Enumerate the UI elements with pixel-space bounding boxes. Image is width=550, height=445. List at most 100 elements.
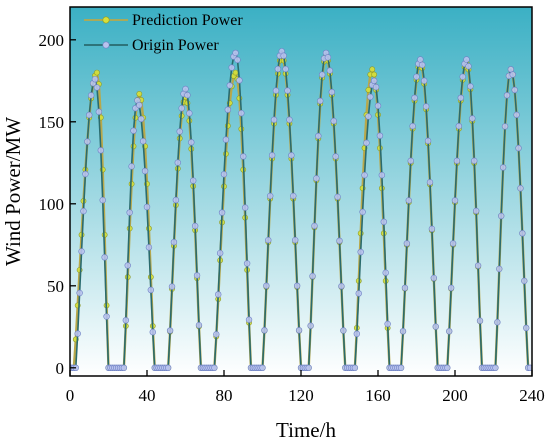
data-point-origin xyxy=(428,225,436,233)
data-point-origin xyxy=(176,128,183,135)
data-point-origin xyxy=(309,272,316,280)
data-point-origin xyxy=(293,282,301,289)
data-point-origin xyxy=(91,75,99,83)
data-point-origin xyxy=(149,328,156,336)
data-point-origin xyxy=(288,152,295,159)
data-point-origin xyxy=(446,328,453,335)
data-point-origin xyxy=(380,218,387,226)
data-point-origin xyxy=(469,115,476,122)
data-point-origin xyxy=(499,164,507,171)
data-point-prediction xyxy=(365,87,372,93)
data-point-origin xyxy=(213,331,220,338)
data-point-origin xyxy=(226,82,233,89)
data-point-origin xyxy=(284,87,291,94)
data-point-origin xyxy=(76,289,83,297)
data-point-origin xyxy=(215,291,222,298)
data-point-origin xyxy=(122,317,130,324)
series-origin xyxy=(70,48,532,371)
data-point-origin xyxy=(521,277,528,285)
data-point-origin xyxy=(168,283,176,290)
data-point-origin xyxy=(191,222,199,230)
data-point-origin xyxy=(357,248,364,256)
data-point-origin xyxy=(241,204,249,211)
data-point-origin xyxy=(526,364,532,371)
data-point-origin xyxy=(282,65,289,73)
data-point-origin xyxy=(243,260,251,267)
data-point-origin xyxy=(501,123,509,130)
data-point-origin xyxy=(330,117,337,125)
data-point-origin xyxy=(353,330,361,338)
data-point-origin xyxy=(397,364,405,371)
data-point-origin xyxy=(186,110,193,117)
data-point-origin xyxy=(170,238,178,246)
data-point-origin xyxy=(120,364,128,371)
x-tick-label: 120 xyxy=(288,386,314,405)
data-point-origin xyxy=(515,144,522,152)
data-point-origin xyxy=(82,170,89,178)
data-point-origin xyxy=(370,77,378,85)
data-point-origin xyxy=(471,157,478,165)
data-point-origin xyxy=(465,63,472,70)
data-point-origin xyxy=(124,262,131,269)
data-point-origin xyxy=(97,147,105,154)
data-point-origin xyxy=(286,116,293,123)
data-point-origin xyxy=(193,272,201,279)
data-point-origin xyxy=(240,153,247,160)
data-point-prediction xyxy=(371,71,378,78)
data-point-origin xyxy=(376,132,384,139)
data-point-origin xyxy=(351,364,359,371)
data-point-origin xyxy=(220,171,228,178)
data-point-origin xyxy=(318,71,326,78)
x-tick-label: 80 xyxy=(216,386,233,405)
data-point-origin xyxy=(305,364,312,371)
data-point-origin xyxy=(232,49,239,57)
data-point-origin xyxy=(363,139,370,147)
data-point-origin xyxy=(292,236,299,244)
data-point-origin xyxy=(419,61,426,69)
data-point-origin xyxy=(332,153,339,160)
data-point-origin xyxy=(326,67,334,74)
data-point-origin xyxy=(95,108,103,115)
data-point-origin xyxy=(78,248,85,255)
data-point-origin xyxy=(178,105,185,112)
x-tick-label: 40 xyxy=(139,386,156,405)
data-point-origin xyxy=(145,244,153,251)
data-point-origin xyxy=(407,157,414,165)
data-point-origin xyxy=(295,327,303,334)
data-point-origin xyxy=(290,192,297,200)
series-line-origin xyxy=(70,50,531,369)
data-point-origin xyxy=(218,209,226,216)
data-point-origin xyxy=(216,249,224,257)
data-point-prediction xyxy=(136,91,143,97)
data-point-prediction xyxy=(232,69,239,76)
data-point-origin xyxy=(143,203,151,211)
data-point-prediction xyxy=(94,69,100,76)
data-point-origin xyxy=(449,240,457,247)
data-point-origin xyxy=(222,136,230,143)
data-point-origin xyxy=(467,83,474,90)
data-point-origin xyxy=(130,127,137,134)
data-point-origin xyxy=(457,94,464,102)
data-point-origin xyxy=(280,52,287,59)
data-point-origin xyxy=(317,97,324,105)
data-point-origin xyxy=(93,84,101,91)
data-point-origin xyxy=(424,137,432,145)
data-point-origin xyxy=(234,56,241,64)
x-tick-label: 0 xyxy=(66,386,75,405)
data-point-origin xyxy=(372,83,380,91)
y-axis-title: Wind Power/MW xyxy=(1,117,25,266)
data-point-origin xyxy=(87,92,95,99)
legend-marker-prediction xyxy=(102,16,110,24)
data-point-origin xyxy=(128,163,135,170)
data-point-origin xyxy=(453,157,461,165)
data-point-origin xyxy=(455,122,463,130)
y-tick-label: 150 xyxy=(39,113,65,132)
data-point-origin xyxy=(211,364,218,371)
data-point-origin xyxy=(519,230,526,237)
data-point-origin xyxy=(274,65,282,73)
series-layer xyxy=(70,48,532,371)
data-point-origin xyxy=(315,132,322,140)
x-tick-label: 160 xyxy=(365,386,391,405)
legend: Prediction Power Origin Power xyxy=(84,12,243,54)
